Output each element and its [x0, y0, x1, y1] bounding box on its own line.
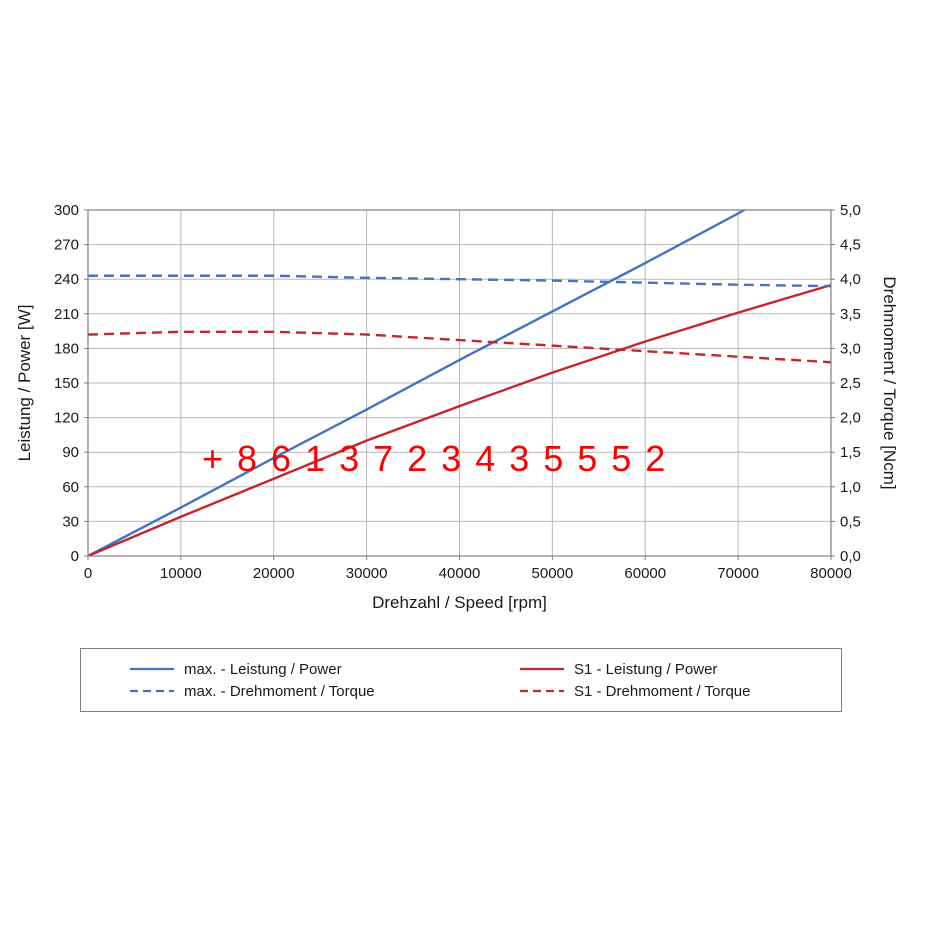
left-tick-label: 270	[54, 237, 79, 254]
left-tick-label: 30	[62, 513, 79, 530]
left-tick-label: 300	[54, 202, 79, 219]
x-tick-label: 60000	[624, 565, 666, 582]
x-tick-label: 80000	[810, 565, 852, 582]
x-tick-label: 70000	[717, 565, 759, 582]
x-tick-label: 20000	[253, 565, 295, 582]
right-tick-label: 2,0	[840, 410, 861, 427]
x-tick-label: 50000	[532, 565, 574, 582]
left-tick-label: 60	[62, 479, 79, 496]
series-line-1	[88, 283, 831, 556]
right-tick-label: 0,0	[840, 548, 861, 565]
right-tick-label: 4,0	[840, 271, 861, 288]
x-tick-label: 10000	[160, 565, 202, 582]
legend-line-sample	[130, 667, 174, 671]
right-tick-label: 1,5	[840, 444, 861, 461]
legend-item: max. - Leistung / Power	[129, 662, 519, 677]
right-tick-label: 3,5	[840, 306, 861, 323]
right-tick-label: 1,0	[840, 479, 861, 496]
left-tick-label: 210	[54, 306, 79, 323]
series-line-2	[88, 274, 831, 288]
legend-line-sample	[520, 667, 564, 671]
legend-label: max. - Leistung / Power	[184, 660, 342, 678]
legend-item: max. - Drehmoment / Torque	[129, 684, 519, 699]
legend-label: S1 - Drehmoment / Torque	[574, 682, 751, 700]
right-tick-label: 3,0	[840, 340, 861, 357]
x-tick-label: 30000	[346, 565, 388, 582]
left-tick-label: 180	[54, 340, 79, 357]
left-axis-title: Leistung / Power [W]	[15, 305, 34, 462]
legend-label: max. - Drehmoment / Torque	[184, 682, 375, 700]
right-tick-label: 0,5	[840, 513, 861, 530]
left-tick-label: 0	[71, 548, 79, 565]
legend-item: S1 - Leistung / Power	[519, 662, 841, 677]
series-line-0	[88, 210, 746, 556]
legend-box: max. - Leistung / Power S1 - Leistung / P…	[80, 648, 842, 712]
left-tick-label: 240	[54, 271, 79, 288]
legend-label: S1 - Leistung / Power	[574, 660, 718, 678]
right-tick-label: 2,5	[840, 375, 861, 392]
x-tick-label: 0	[84, 565, 92, 582]
series-line-3	[88, 330, 831, 364]
left-tick-label: 150	[54, 375, 79, 392]
right-axis-title: Drehmoment / Torque [Ncm]	[880, 276, 899, 489]
plot-border	[87, 209, 832, 557]
legend-item: S1 - Drehmoment / Torque	[519, 684, 841, 699]
x-tick-label: 40000	[439, 565, 481, 582]
x-axis-title: Drehzahl / Speed [rpm]	[372, 593, 547, 612]
left-tick-label: 120	[54, 410, 79, 427]
legend-line-sample	[520, 689, 564, 693]
watermark-text: + 8 6 1 3 7 2 3 4 3 5 5 5 2	[202, 438, 668, 479]
right-tick-label: 5,0	[840, 202, 861, 219]
right-tick-label: 4,5	[840, 237, 861, 254]
left-tick-label: 90	[62, 444, 79, 461]
legend-line-sample	[130, 689, 174, 693]
